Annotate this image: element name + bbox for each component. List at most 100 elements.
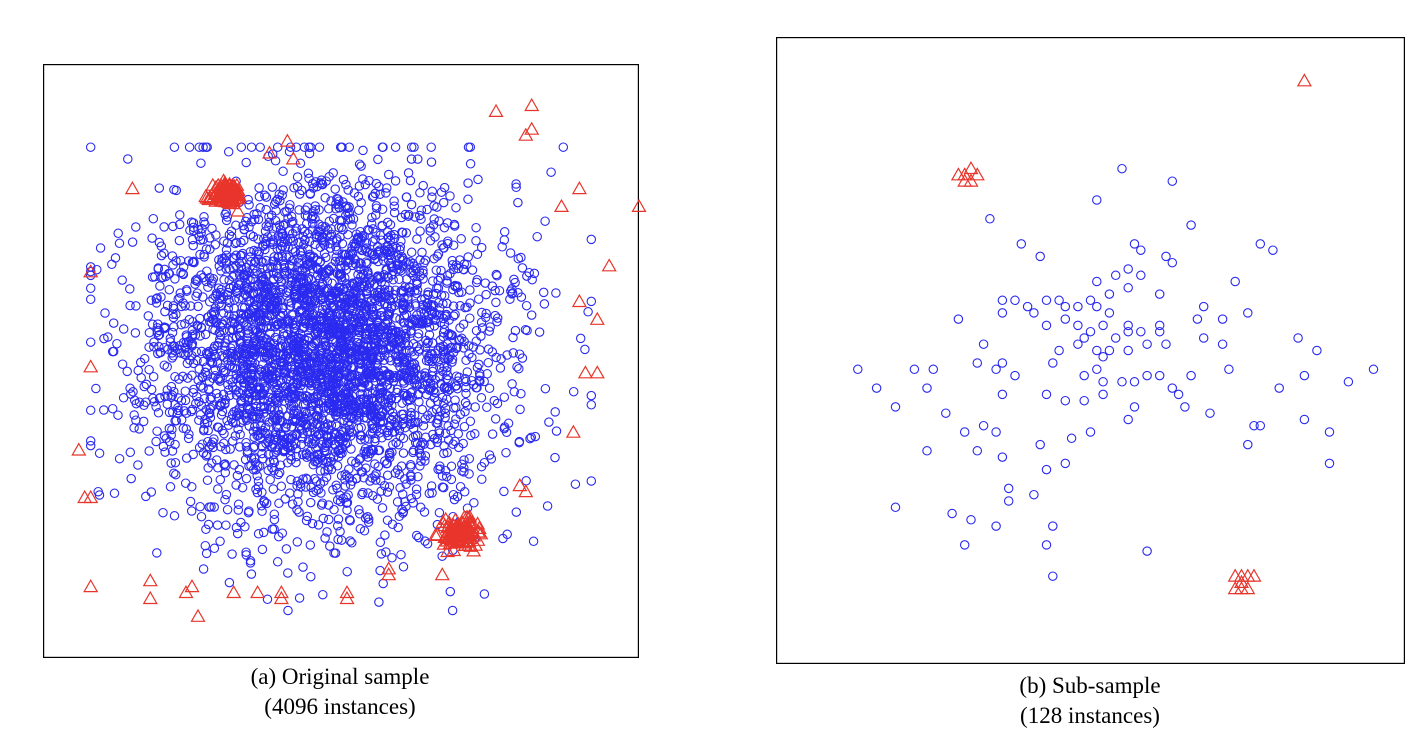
inlier-point [195, 381, 206, 391]
inlier-point [254, 309, 265, 319]
inlier-point [195, 331, 205, 341]
inlier-point [214, 327, 225, 338]
inlier-point [438, 197, 449, 208]
inlier-point [334, 283, 344, 293]
inlier-point [186, 506, 197, 516]
inlier-point [379, 355, 389, 365]
inlier-point [302, 254, 312, 265]
inlier-point [997, 308, 1008, 318]
inlier-point [871, 383, 882, 393]
inlier-point [297, 418, 307, 428]
inlier-point [410, 431, 421, 441]
inlier-point [398, 433, 409, 444]
inlier-point [412, 438, 423, 448]
inlier-point [1110, 270, 1121, 281]
inlier-point [332, 521, 343, 531]
inlier-point [196, 228, 206, 238]
inlier-point [235, 429, 245, 440]
inlier-point [292, 302, 302, 312]
inlier-point [162, 300, 173, 311]
inlier-point [275, 195, 285, 206]
inlier-point [546, 167, 556, 177]
inlier-point [444, 384, 455, 395]
inlier-point [291, 439, 301, 449]
inlier-point [378, 406, 388, 416]
anomaly-point [524, 97, 540, 112]
inlier-point [1243, 439, 1253, 450]
inlier-point [198, 292, 208, 302]
inlier-point [299, 142, 310, 152]
anomaly-point [524, 121, 540, 135]
inlier-point [387, 407, 398, 418]
inlier-point [316, 282, 327, 292]
inlier-point [85, 262, 96, 272]
anomaly-point [83, 578, 99, 593]
anomaly-point [601, 258, 617, 272]
inlier-point [511, 179, 521, 189]
inlier-point [270, 332, 281, 343]
inlier-point [357, 345, 367, 356]
inlier-point [158, 507, 168, 518]
scatter-plot-b-svg [776, 37, 1405, 664]
inlier-point [127, 237, 138, 247]
inlier-point [294, 593, 305, 603]
inlier-point [1154, 320, 1165, 331]
inlier-point [180, 395, 191, 406]
inlier-point [1098, 320, 1108, 331]
inlier-point [415, 502, 426, 513]
inlier-point [241, 547, 251, 557]
inlier-point [325, 541, 335, 551]
inlier-point [203, 436, 213, 447]
inlier-point [432, 251, 443, 261]
anomaly-point [83, 359, 99, 373]
inlier-point [453, 263, 463, 274]
inlier-point [323, 264, 333, 275]
inlier-point [390, 142, 401, 152]
inlier-point [311, 485, 321, 496]
inlier-point [199, 212, 209, 222]
inlier-point [459, 421, 470, 432]
inlier-point [171, 415, 182, 426]
inlier-point [218, 308, 229, 318]
inlier-point [445, 351, 455, 361]
inlier-point [204, 272, 215, 283]
inlier-point [236, 142, 247, 152]
inlier-point [257, 487, 267, 498]
inlier-point [302, 309, 312, 320]
anomaly-point [1246, 568, 1262, 582]
inlier-point [355, 394, 366, 405]
inlier-point [319, 445, 330, 456]
inlier-point [399, 318, 410, 328]
inlier-point [434, 372, 445, 382]
inlier-point [295, 247, 306, 258]
inlier-point [327, 366, 338, 376]
inlier-point [550, 452, 560, 463]
anomaly-point [440, 543, 456, 558]
inlier-point [451, 202, 461, 213]
inlier-point [117, 275, 127, 285]
inlier-point [334, 296, 344, 307]
inlier-point [176, 395, 187, 406]
inlier-point [316, 345, 327, 355]
inlier-point [350, 286, 361, 297]
inlier-point [427, 356, 437, 367]
inlier-point [293, 332, 304, 343]
inlier-point [257, 276, 267, 287]
inlier-point [272, 194, 283, 205]
inlier-point [259, 394, 269, 405]
inlier-point [181, 424, 192, 434]
inlier-point [364, 283, 374, 294]
inlier-series [853, 163, 1379, 581]
inlier-point [187, 234, 198, 245]
inlier-point [318, 426, 329, 437]
inlier-point [1054, 345, 1064, 356]
inlier-point [441, 394, 452, 404]
inlier-point [237, 385, 248, 396]
inlier-point [370, 471, 380, 481]
inlier-point [273, 531, 284, 542]
inlier-point [359, 434, 370, 445]
inlier-point [495, 363, 506, 373]
inlier-point [354, 509, 365, 519]
inlier-point [480, 312, 491, 323]
inlier-point [1167, 383, 1178, 393]
